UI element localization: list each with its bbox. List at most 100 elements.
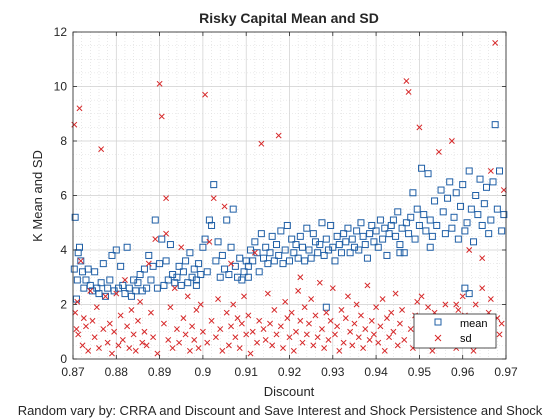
sd-point [284, 315, 291, 322]
mean-point [195, 260, 203, 268]
sd-point [130, 331, 137, 338]
sd-point [375, 339, 382, 346]
mean-point [140, 265, 148, 273]
sd-point [163, 195, 170, 202]
mean-point [134, 279, 142, 287]
sd-point [353, 301, 360, 308]
sd-point [306, 320, 312, 327]
mean-point [257, 230, 265, 238]
mean-point [147, 276, 155, 284]
axes [72, 31, 507, 360]
sd-point [150, 334, 157, 341]
mean-point [463, 219, 471, 227]
mean-point [227, 243, 235, 251]
mean-point [431, 197, 439, 205]
mean-point [474, 211, 482, 219]
legend-sd-label: sd [460, 333, 472, 345]
sd-point [163, 230, 170, 237]
mean-point [363, 254, 371, 262]
sd-point [271, 306, 278, 313]
mean-point [389, 216, 397, 224]
mean-point [192, 281, 200, 289]
mean-point [203, 268, 211, 276]
legend-box [413, 313, 497, 349]
sd-point [362, 326, 369, 332]
sd-point [132, 347, 139, 354]
mean-point [470, 238, 478, 246]
sd-point [169, 345, 176, 352]
sd-point [336, 347, 343, 354]
mean-point [383, 251, 391, 259]
sd-point [448, 138, 455, 144]
mean-point [322, 303, 330, 311]
sd-point [126, 345, 133, 352]
sd-point [334, 323, 341, 330]
mean-point [344, 224, 352, 232]
mean-point [348, 235, 356, 243]
legend: mean sd [413, 313, 497, 349]
x-tick-label: 0.89 [148, 365, 172, 379]
sd-point [399, 306, 406, 313]
sd-point [102, 293, 109, 300]
x-tick-label: 0.97 [494, 365, 518, 379]
sd-point [407, 326, 414, 332]
sd-point [472, 301, 479, 308]
sd-point [137, 298, 144, 305]
sd-point [254, 339, 260, 346]
mean-point [461, 284, 469, 292]
sd-point [347, 328, 354, 335]
mean-point [398, 224, 406, 232]
sd-point [134, 317, 141, 324]
sd-point [243, 331, 250, 338]
mean-point [405, 230, 413, 238]
mean-point [318, 219, 326, 227]
sd-point [165, 336, 172, 343]
sd-point [342, 315, 349, 322]
x-tick-label: 0.9 [195, 365, 212, 379]
mean-point [216, 273, 224, 281]
sd-point [251, 249, 258, 256]
sd-point [85, 347, 92, 354]
sd-point [290, 347, 297, 354]
sd-point [264, 290, 271, 297]
sd-point [435, 148, 442, 155]
mean-point [415, 221, 423, 229]
sd-point [238, 320, 245, 327]
sd-point [171, 285, 178, 292]
mean-point [281, 246, 289, 254]
mean-point [487, 216, 495, 224]
sd-point [459, 293, 466, 300]
mean-point [262, 243, 270, 251]
sd-point [156, 80, 163, 87]
mean-point [498, 227, 506, 235]
mean-point [394, 208, 402, 216]
mean-point [240, 268, 248, 276]
mean-point [420, 211, 428, 219]
mean-point [162, 257, 170, 265]
sd-point [210, 195, 217, 202]
y-tick-label: 4 [60, 243, 67, 257]
mean-point [283, 221, 291, 229]
sd-point [442, 301, 449, 308]
mean-point [290, 249, 298, 257]
mean-point [450, 213, 458, 221]
mean-point [251, 238, 259, 246]
mean-point [485, 230, 493, 238]
sd-point [180, 315, 187, 322]
legend-mean-label: mean [460, 318, 488, 330]
sd-point [145, 260, 152, 267]
mean-point [476, 175, 484, 183]
sd-point [373, 304, 380, 311]
mean-point [277, 227, 285, 235]
sd-point [249, 328, 256, 335]
mean-point [372, 227, 380, 235]
sd-point [364, 282, 371, 289]
x-tick-label: 0.92 [278, 365, 302, 379]
sd-point [77, 257, 84, 264]
x-tick-label: 0.96 [451, 365, 475, 379]
mean-point [467, 205, 475, 213]
sd-point [221, 203, 228, 210]
mean-point [355, 246, 363, 254]
sd-point [303, 331, 310, 338]
mean-point [175, 262, 183, 270]
